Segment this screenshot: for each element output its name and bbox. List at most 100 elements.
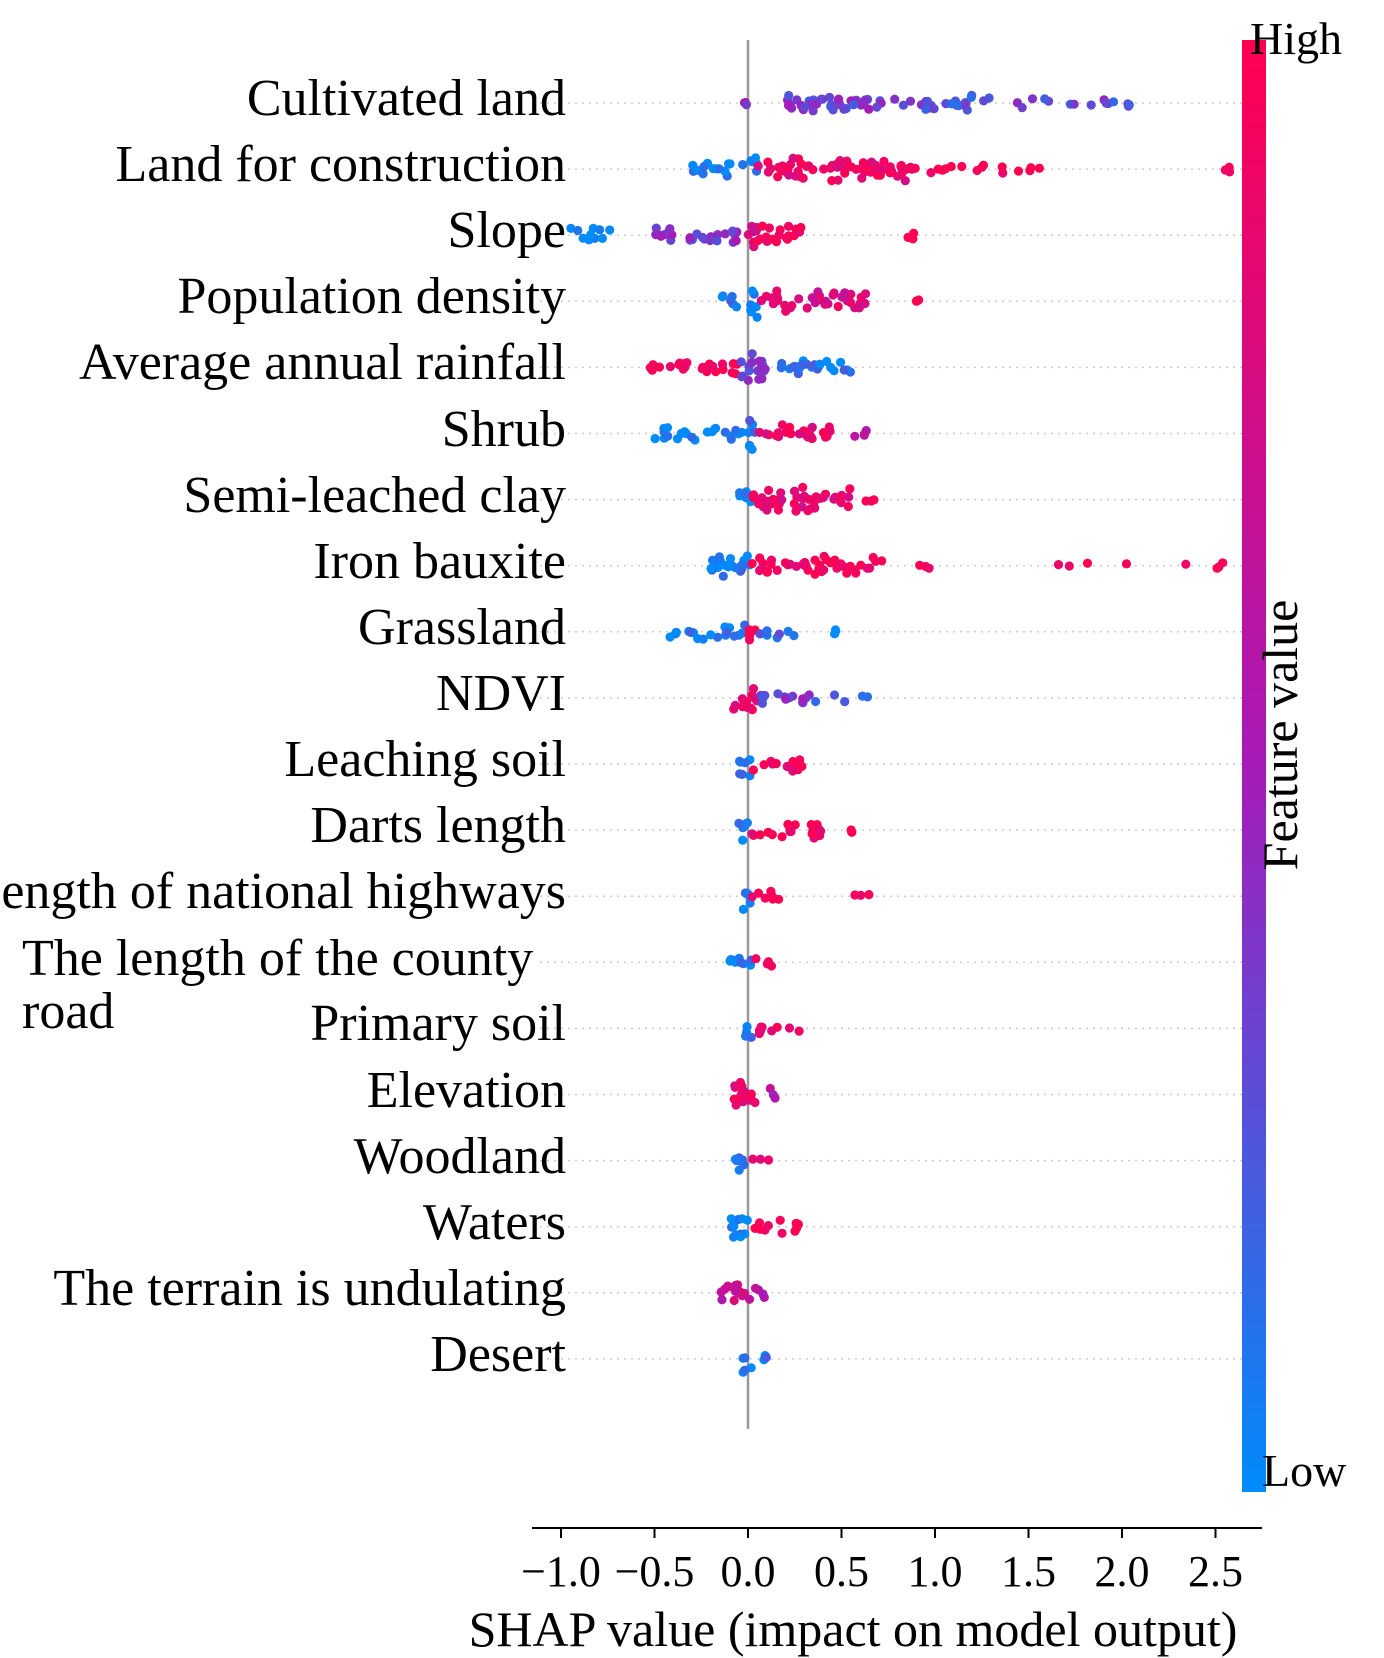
shap-point <box>833 175 843 185</box>
shap-point <box>748 227 759 237</box>
shap-point <box>789 631 799 641</box>
shap-point <box>776 363 786 373</box>
shap-point <box>748 684 759 694</box>
shap-point <box>573 225 583 236</box>
shap-point <box>784 1023 795 1033</box>
shap-point <box>746 156 756 166</box>
x-tick-label: 1.0 <box>907 1547 963 1596</box>
shap-point <box>1082 558 1093 568</box>
shap-point <box>729 631 739 641</box>
shap-point <box>807 422 817 432</box>
shap-point <box>760 364 770 374</box>
shap-point <box>672 434 683 444</box>
x-tick-label: 0.5 <box>814 1547 869 1596</box>
shap-point <box>748 1154 758 1164</box>
shap-point <box>747 559 757 569</box>
shap-point <box>767 830 777 840</box>
feature-dot-group <box>735 482 879 516</box>
shap-point <box>714 552 725 562</box>
feature-dot-group <box>735 755 807 781</box>
feature-dot-group <box>717 286 924 322</box>
shap-point <box>650 434 660 444</box>
shap-point <box>789 486 800 496</box>
feature-label: Darts length <box>310 797 566 855</box>
shap-point <box>731 1100 741 1110</box>
shap-point <box>747 358 757 368</box>
shap-point <box>784 90 794 101</box>
shap-point <box>777 832 787 842</box>
shap-point <box>746 1091 756 1101</box>
shap-point <box>597 233 608 243</box>
shap-point <box>706 563 716 574</box>
shap-point <box>678 364 688 374</box>
shap-point <box>726 1214 736 1224</box>
shap-point <box>860 96 870 106</box>
shap-point <box>864 890 874 900</box>
shap-point <box>922 96 933 106</box>
feature-label: Shrub <box>441 400 566 458</box>
shap-point <box>890 94 900 104</box>
shap-point <box>804 161 814 171</box>
shap-point <box>762 959 772 969</box>
shap-point <box>737 372 747 382</box>
shap-point <box>924 563 934 573</box>
shap-point <box>1026 163 1036 173</box>
shap-point <box>892 171 903 181</box>
shap-point <box>740 1365 750 1375</box>
shap-point <box>794 429 805 439</box>
shap-point <box>781 694 791 704</box>
shap-point <box>761 1352 771 1363</box>
shap-point <box>741 1031 751 1041</box>
shap-point <box>722 627 732 637</box>
shap-point <box>885 168 895 178</box>
shap-point <box>736 357 746 367</box>
shap-point <box>738 702 748 712</box>
feature-dot-group <box>738 1351 771 1377</box>
shap-point <box>788 766 798 776</box>
shap-point <box>717 1295 727 1305</box>
shap-point <box>687 432 697 442</box>
shap-point <box>839 104 849 114</box>
shap-point <box>760 893 770 903</box>
shap-point <box>758 693 768 703</box>
shap-point <box>702 367 712 377</box>
shap-point <box>910 163 920 173</box>
shap-point <box>774 894 784 904</box>
shap-point <box>751 302 761 312</box>
shap-point <box>921 104 931 114</box>
shap-point <box>807 293 817 303</box>
shap-point <box>751 954 761 964</box>
shap-point <box>819 164 829 174</box>
shap-point <box>937 165 948 175</box>
shap-point <box>711 423 721 433</box>
shap-point <box>750 1097 760 1108</box>
shap-point <box>810 569 820 579</box>
shap-point <box>665 362 676 372</box>
feature-dot-group <box>665 620 841 645</box>
shap-point <box>869 495 879 505</box>
shap-point <box>728 1232 739 1242</box>
x-axis-label: SHAP value (impact on model output) <box>468 1601 1238 1657</box>
shap-point <box>744 1294 755 1304</box>
feature-dot-group <box>645 349 856 385</box>
shap-point <box>735 1077 746 1088</box>
shap-point <box>766 164 776 174</box>
shap-point <box>845 484 855 494</box>
shap-point <box>720 560 730 570</box>
shap-point <box>1027 94 1038 104</box>
shap-point <box>898 100 909 110</box>
shap-point <box>736 1232 746 1242</box>
shap-point <box>727 291 737 302</box>
shap-point <box>763 1221 773 1231</box>
feature-label: Iron bauxite <box>313 532 566 590</box>
shap-point <box>738 835 748 845</box>
shap-point <box>840 697 850 707</box>
shap-point <box>957 161 967 172</box>
shap-point <box>803 494 814 504</box>
shap-point <box>731 236 741 246</box>
colorbar-title: Feature value <box>1252 599 1308 871</box>
shap-point <box>810 503 820 513</box>
shap-point <box>708 361 718 371</box>
shap-point <box>850 431 860 441</box>
